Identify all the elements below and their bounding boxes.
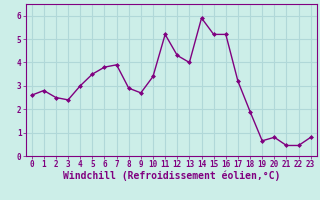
X-axis label: Windchill (Refroidissement éolien,°C): Windchill (Refroidissement éolien,°C) — [62, 171, 280, 181]
